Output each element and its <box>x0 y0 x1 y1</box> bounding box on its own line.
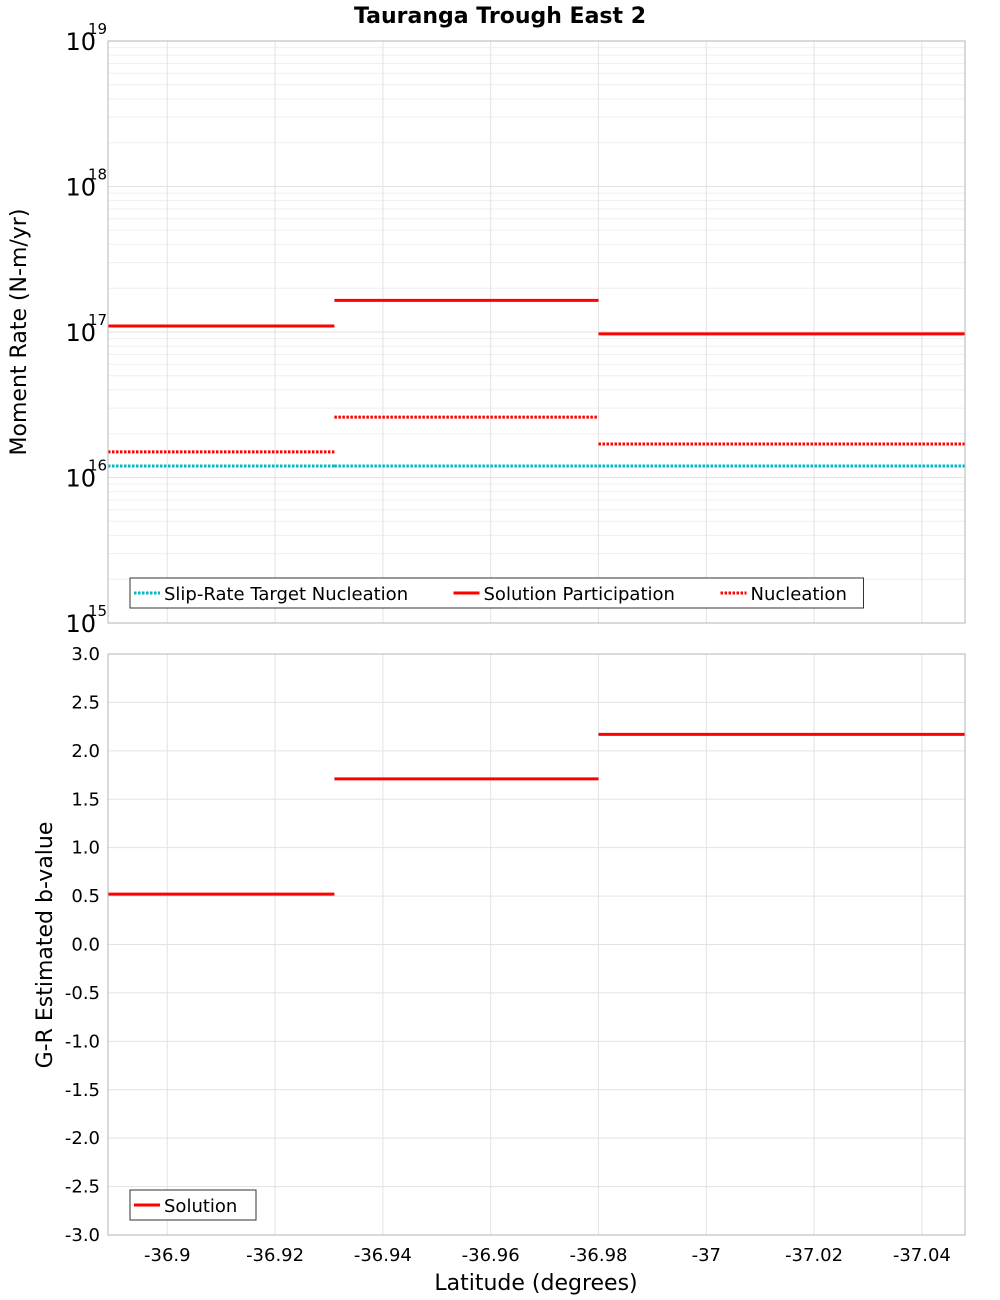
y-tick-label: 10 <box>65 319 96 347</box>
y-tick-label: 1.5 <box>71 789 100 810</box>
y-tick-label: -2.5 <box>65 1177 100 1198</box>
y-tick-label: -0.5 <box>65 983 100 1004</box>
y-tick-exponent: 16 <box>88 457 107 475</box>
legend-entry-label: Slip-Rate Target Nucleation <box>164 584 408 605</box>
b-value-plot-frame <box>107 653 966 1236</box>
y-tick-label: -3.0 <box>65 1225 100 1246</box>
x-axis-label: Latitude (degrees) <box>434 1271 637 1296</box>
y-tick-label: -1.0 <box>65 1031 100 1052</box>
legend-entry-label: Solution <box>164 1196 237 1217</box>
moment-rate-series <box>108 298 965 468</box>
moment-rate-y-axis-label: Moment Rate (N-m/yr) <box>7 209 32 456</box>
y-tick-label: 2.5 <box>71 692 100 713</box>
x-tick-label: -36.9 <box>144 1245 191 1266</box>
y-tick-exponent: 19 <box>88 20 107 38</box>
b-value-gridlines <box>108 653 965 1236</box>
y-tick-exponent: 15 <box>88 602 107 620</box>
x-tick-label: -36.92 <box>246 1245 304 1266</box>
b-value-y-axis-label: G-R Estimated b-value <box>33 822 58 1069</box>
x-tick-label: -36.96 <box>462 1245 520 1266</box>
moment-rate-gridlines <box>108 40 965 624</box>
x-tick-label: -36.98 <box>569 1245 627 1266</box>
b-value-legend: Solution <box>129 1189 257 1221</box>
moment-rate-plot-frame <box>107 40 966 624</box>
y-tick-label: 0.0 <box>71 935 100 956</box>
x-tick-label: -37 <box>692 1245 721 1266</box>
x-tick-labels: -36.9 -36.92 -36.94 -36.96 -36.98 -37 -37.02 -3… <box>144 1245 951 1266</box>
y-tick-label: -2.0 <box>65 1128 100 1149</box>
chart-title: Tauranga Trough East 2 <box>354 4 646 29</box>
legend-entry-label: Nucleation <box>751 584 847 605</box>
y-tick-label: 10 <box>65 610 96 638</box>
y-tick-label: 10 <box>65 28 96 56</box>
legend-entry-label: Solution Participation <box>484 584 675 605</box>
b-value-panel: 3.0 2.5 2.0 1.5 1.0 0.5 0.0 -0.5 -1.0 -1.5 -2.0 -2.… <box>33 644 966 1246</box>
y-tick-label: 0.5 <box>71 886 100 907</box>
y-tick-label: -1.5 <box>65 1080 100 1101</box>
b-value-series <box>108 732 965 896</box>
y-tick-label: 10 <box>65 465 96 493</box>
moment-rate-legend: Slip-Rate Target Nucleation Solution Part… <box>129 577 864 609</box>
x-tick-label: -36.94 <box>354 1245 412 1266</box>
x-tick-label: -37.02 <box>785 1245 843 1266</box>
y-tick-label: 3.0 <box>71 644 100 665</box>
y-tick-label: 10 <box>65 174 96 202</box>
b-value-y-ticks: 3.0 2.5 2.0 1.5 1.0 0.5 0.0 -0.5 -1.0 -1.5 -2.0 -2.… <box>65 644 100 1246</box>
x-tick-label: -37.04 <box>893 1245 951 1266</box>
y-tick-label: 2.0 <box>71 741 100 762</box>
y-tick-exponent: 18 <box>88 166 107 184</box>
y-tick-label: 1.0 <box>71 838 100 859</box>
y-tick-exponent: 17 <box>88 311 107 329</box>
